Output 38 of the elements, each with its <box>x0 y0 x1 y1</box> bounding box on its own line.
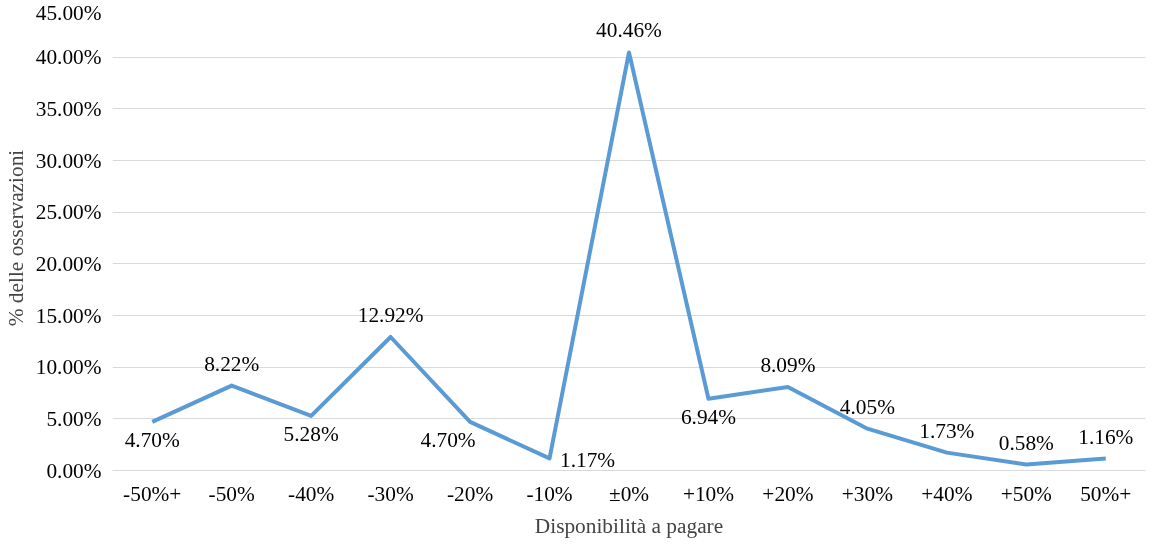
y-tick-label: 35.00% <box>35 96 102 121</box>
y-tick-label: 0.00% <box>46 458 102 483</box>
data-label: 5.28% <box>283 421 339 446</box>
y-tick-label: 40.00% <box>35 45 102 70</box>
x-tick-label: ±0% <box>608 481 650 506</box>
x-tick-label: +10% <box>682 481 735 506</box>
x-tick-label: +50% <box>1000 481 1053 506</box>
y-tick-label: 30.00% <box>35 148 102 173</box>
x-tick-label: -30% <box>367 481 414 506</box>
data-label: 40.46% <box>596 18 663 43</box>
data-label: 4.05% <box>839 394 896 419</box>
y-axis-title: % delle osservazioni <box>3 149 28 327</box>
x-tick-label: -10% <box>526 481 573 506</box>
data-label: 1.16% <box>1078 424 1134 449</box>
x-tick-label: -20% <box>446 481 494 506</box>
x-tick-label: 50%+ <box>1080 481 1132 506</box>
data-label: 4.70% <box>420 427 476 452</box>
data-label: 4.70% <box>124 427 181 452</box>
y-tick-label: 15.00% <box>35 303 102 328</box>
y-tick-label: 25.00% <box>35 200 102 225</box>
x-tick-label: +20% <box>762 481 814 506</box>
data-label: 8.09% <box>760 352 816 377</box>
x-tick-label: -40% <box>288 481 335 506</box>
y-tick-label: 20.00% <box>35 251 102 276</box>
x-tick-label: -50% <box>208 481 256 506</box>
x-axis-title: Disponibilità a pagare <box>534 513 724 538</box>
y-tick-label: 10.00% <box>35 355 102 380</box>
x-tick-label: +30% <box>841 481 894 506</box>
y-tick-label: 45.00% <box>35 0 102 25</box>
data-label: 12.92% <box>357 302 424 327</box>
data-label: 8.22% <box>204 351 260 376</box>
data-label: 1.17% <box>559 448 616 473</box>
data-label: 0.58% <box>998 430 1055 455</box>
y-tick-label: 5.00% <box>46 406 102 431</box>
data-label: 1.73% <box>919 418 975 443</box>
data-label: 6.94% <box>680 404 737 429</box>
x-tick-label: +40% <box>921 481 973 506</box>
x-tick-label: -50%+ <box>123 481 182 506</box>
